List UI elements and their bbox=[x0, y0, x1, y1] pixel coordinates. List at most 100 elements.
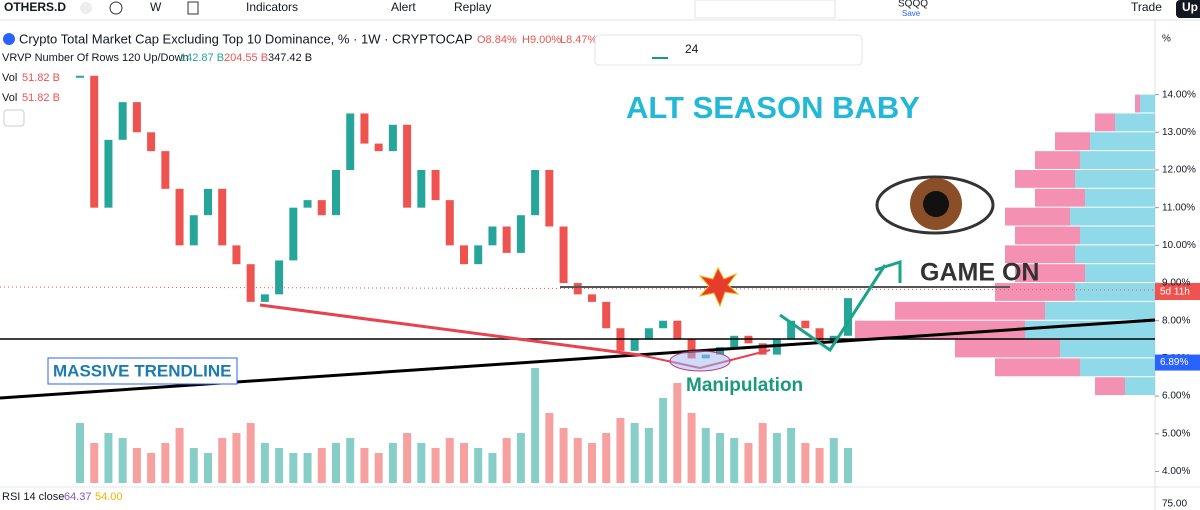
volume-bar bbox=[701, 428, 710, 483]
profile-down bbox=[995, 283, 1075, 301]
price-tick-label: 12.00% bbox=[1162, 165, 1196, 176]
candle bbox=[801, 320, 810, 329]
account[interactable]: SQQQ bbox=[898, 0, 928, 10]
collapse-button[interactable] bbox=[3, 109, 25, 127]
massive-trendline bbox=[0, 318, 1156, 400]
legend-low: L8.47% bbox=[560, 34, 598, 46]
profile-down bbox=[1015, 264, 1085, 283]
candle bbox=[189, 215, 198, 246]
candle bbox=[502, 226, 511, 253]
volume-bar bbox=[844, 448, 852, 483]
draw-tools[interactable] bbox=[694, 0, 836, 19]
volume-bar bbox=[232, 433, 241, 483]
drawing-toolbar bbox=[594, 34, 863, 66]
volume-bar bbox=[474, 448, 483, 483]
countdown: 5d 11h bbox=[1160, 287, 1190, 298]
indicators[interactable]: Indicators bbox=[246, 0, 298, 14]
candle bbox=[460, 245, 468, 265]
price-tick-label: 8.00% bbox=[1162, 315, 1190, 326]
rsi-tick: 75.00 bbox=[1162, 499, 1187, 510]
symbol[interactable]: OTHERS.D bbox=[4, 0, 66, 14]
candle bbox=[303, 200, 312, 208]
candle bbox=[730, 335, 739, 348]
volume-bar bbox=[630, 423, 639, 483]
candle bbox=[204, 188, 212, 216]
volume-bar bbox=[204, 453, 212, 483]
volume-bar bbox=[76, 423, 84, 483]
volume-bar bbox=[758, 423, 767, 483]
profile-down bbox=[855, 320, 1025, 339]
volume-bar bbox=[573, 438, 582, 483]
symbol-icon[interactable] bbox=[80, 2, 92, 14]
candle bbox=[474, 245, 483, 265]
candle bbox=[260, 294, 269, 302]
price-tick-label: 4.00% bbox=[1162, 466, 1190, 477]
interval[interactable]: W bbox=[150, 0, 162, 14]
profile-down bbox=[1005, 245, 1075, 264]
volume-bar bbox=[559, 428, 568, 483]
add-symbol[interactable] bbox=[109, 1, 123, 15]
candle bbox=[815, 328, 824, 344]
vol-value-2: 51.82 B bbox=[22, 92, 60, 104]
volume-bar bbox=[815, 448, 824, 483]
game-on-text: GAME ON bbox=[920, 259, 1039, 287]
vol-label-2: Vol bbox=[2, 92, 17, 104]
vrvp-label: VRVP Number Of Rows 120 Up/Down bbox=[2, 52, 189, 64]
volume-bar bbox=[730, 438, 739, 483]
candle bbox=[559, 226, 568, 284]
profile-down bbox=[1095, 377, 1125, 396]
vol-label: Vol bbox=[2, 72, 17, 84]
profile-down bbox=[955, 339, 1060, 358]
candle bbox=[844, 298, 852, 336]
profile-down bbox=[1015, 169, 1075, 188]
volume-bar bbox=[431, 448, 440, 483]
candle bbox=[659, 320, 668, 329]
volume-bar bbox=[260, 443, 269, 483]
volume-bar bbox=[787, 428, 796, 483]
explosion bbox=[698, 266, 740, 308]
profile-up bbox=[1090, 132, 1155, 151]
profile-up bbox=[1080, 151, 1155, 169]
volume-bar bbox=[104, 433, 113, 483]
profile-down bbox=[1135, 94, 1140, 113]
profile-up bbox=[1085, 264, 1155, 283]
profile-down bbox=[895, 301, 1045, 320]
manipulation-zone bbox=[669, 350, 731, 372]
volume-bar bbox=[588, 443, 596, 483]
candle bbox=[687, 339, 696, 359]
volume-bar bbox=[403, 433, 412, 483]
volume-bar bbox=[602, 433, 611, 483]
candle bbox=[644, 328, 653, 340]
manipulation-text: Manipulation bbox=[686, 375, 803, 396]
volume-bar bbox=[772, 433, 781, 483]
volume-bar bbox=[502, 438, 511, 483]
volume-bar bbox=[175, 428, 184, 483]
profile-down bbox=[1005, 207, 1070, 226]
candle bbox=[275, 260, 284, 295]
volume-bar bbox=[90, 443, 99, 483]
candle bbox=[104, 139, 113, 208]
replay[interactable]: Replay bbox=[454, 0, 491, 14]
trade[interactable]: Trade bbox=[1131, 0, 1162, 14]
volume-bar bbox=[417, 443, 426, 483]
rsi-ma: 54.00 bbox=[95, 491, 123, 503]
up-text[interactable]: Up bbox=[1182, 0, 1198, 14]
profile-down bbox=[1035, 188, 1085, 207]
volume-bar bbox=[801, 443, 810, 483]
candle bbox=[758, 343, 767, 355]
chart-type[interactable] bbox=[187, 1, 199, 15]
save[interactable]: Save bbox=[902, 9, 921, 18]
vrvp-down: 204.55 B bbox=[224, 52, 268, 64]
volume-bar bbox=[161, 443, 170, 483]
up-button[interactable] bbox=[1176, 0, 1200, 18]
alert[interactable]: Alert bbox=[391, 0, 416, 14]
font-size[interactable]: 24 bbox=[685, 42, 699, 56]
volume-bar bbox=[118, 438, 127, 483]
profile-up bbox=[1070, 207, 1155, 226]
volume-bar bbox=[673, 383, 682, 483]
candle bbox=[602, 301, 611, 329]
profile-up bbox=[1045, 301, 1155, 320]
candle bbox=[218, 188, 227, 246]
